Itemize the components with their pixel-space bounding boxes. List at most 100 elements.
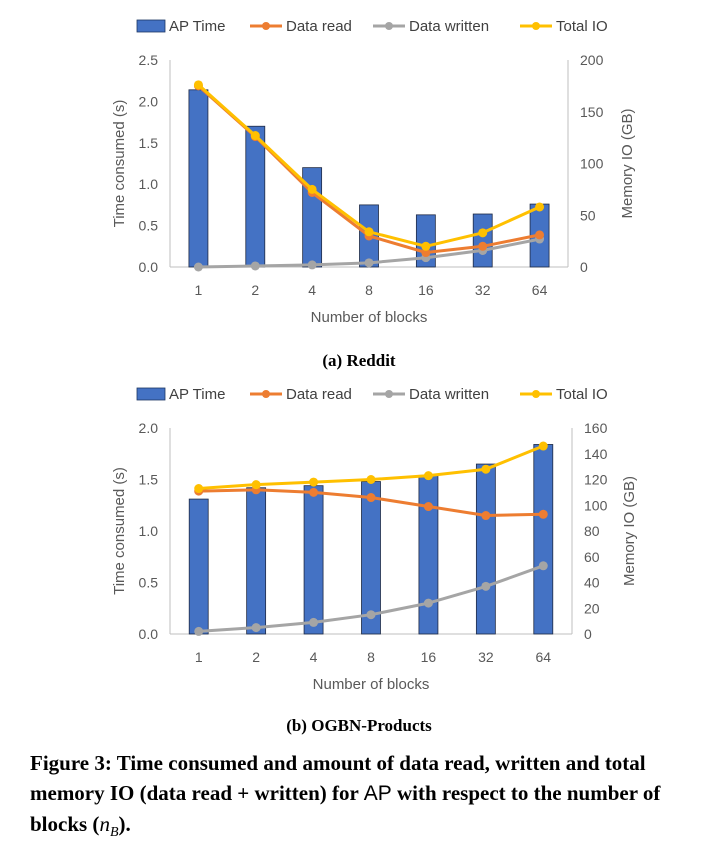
x-tick-label: 2 [252,649,260,665]
y2-tick-label: 0 [584,626,592,642]
point-data-read [423,502,433,512]
y2-axis-label: Memory IO (GB) [621,476,638,586]
y2-tick-label: 50 [580,207,596,223]
legend-marker-total-io [532,390,540,398]
point-total-io [421,241,431,251]
y-tick-label: 0.0 [139,259,159,275]
point-total-io [309,477,319,487]
legend-label-total-io: Total IO [556,18,608,35]
point-data-read [535,230,545,240]
caption-suffix: ). [118,812,131,836]
y2-tick-label: 40 [584,575,600,591]
bar-ap-time [418,474,439,635]
y2-tick-label: 200 [580,52,604,68]
point-data-written [193,262,203,272]
x-tick-label: 64 [532,282,548,298]
point-data-read [538,509,548,519]
point-total-io [194,484,204,494]
y2-tick-label: 140 [584,446,608,462]
x-axis-label: Number of blocks [313,676,430,693]
bar-ap-time [415,214,436,268]
bar-ap-time [188,498,209,635]
bar-ap-time [475,463,496,635]
point-data-written [194,626,204,636]
point-data-read [478,241,488,251]
point-total-io [251,480,261,490]
y-tick-label: 2.0 [139,93,159,109]
point-data-written [364,258,374,268]
x-tick-label: 1 [195,282,203,298]
x-tick-label: 2 [251,282,259,298]
subfigure-caption: (b) OGBN-Products [286,716,432,735]
bar-ap-time [246,487,267,635]
legend-label-data-written: Data written [409,386,489,403]
point-total-io [481,464,491,474]
point-total-io [478,228,488,238]
x-tick-label: 64 [535,649,551,665]
point-total-io [307,184,317,194]
point-total-io [423,471,433,481]
legend-label-data-read: Data read [286,386,352,403]
y-tick-label: 0.5 [139,575,159,591]
legend-marker-data-written [385,390,393,398]
x-tick-label: 32 [478,649,494,665]
point-data-written [309,617,319,627]
point-data-written [538,561,548,571]
x-tick-label: 1 [195,649,203,665]
point-data-written [250,261,260,271]
point-total-io [364,227,374,237]
legend-marker-total-io [532,22,540,30]
x-tick-label: 8 [367,649,375,665]
y-tick-label: 1.5 [139,135,159,151]
bar-ap-time [245,125,266,268]
legend-label-data-read: Data read [286,18,352,35]
x-tick-label: 16 [421,649,437,665]
legend-label-data-written: Data written [409,18,489,35]
x-tick-label: 32 [475,282,491,298]
figure-caption: Figure 3: Time consumed and amount of da… [30,748,710,848]
point-total-io [535,202,545,212]
point-data-read [421,248,431,258]
y2-tick-label: 60 [584,549,600,565]
point-data-written [481,581,491,591]
bar-ap-time [533,444,554,635]
point-total-io [366,475,376,484]
y-axis-label: Time consumed (s) [111,100,128,228]
point-data-read [366,493,376,503]
point-data-written [423,598,433,608]
caption-middle: with respect to the number of blocks ( [30,781,661,836]
legend-marker-data-read [262,390,270,398]
legend: AP Time Data read Data written Total IO [136,386,608,403]
chart-reddit: AP Time Data read Data written Total IO 0.0 0… [111,18,636,370]
y-tick-label: 1.0 [139,176,159,192]
caption-var-letter: n [99,812,110,836]
y-tick-label: 1.5 [139,472,159,488]
point-data-read [481,511,491,521]
caption-ap: AP [363,782,392,805]
bar-ap-time [303,485,324,635]
subfigure-caption: (a) Reddit [322,351,396,370]
y2-tick-label: 160 [584,420,608,436]
caption-prefix: Figure 3: Time consumed and amount of da… [30,751,646,805]
caption-var-sub: B [109,825,119,841]
chart-ogbn-products: AP Time Data read Data written Total IO 0.0 0… [111,386,638,735]
y2-tick-label: 80 [584,523,600,539]
legend-marker-data-read [262,22,270,30]
x-tick-label: 8 [365,282,373,298]
y-tick-label: 0.5 [139,218,159,234]
legend-label-ap-time: AP Time [169,18,225,35]
y2-tick-label: 0 [580,259,588,275]
legend-label-ap-time: AP Time [169,386,225,403]
y2-tick-label: 100 [584,497,608,513]
point-total-io [250,131,260,141]
y-tick-label: 0.0 [139,626,159,642]
point-data-written [366,610,376,620]
point-data-read [309,487,319,497]
y-axis-label: Time consumed (s) [111,467,128,595]
x-axis-label: Number of blocks [311,309,428,326]
x-tick-label: 4 [310,649,318,665]
legend-swatch-ap-time [136,387,166,401]
caption-var: nB [99,812,118,840]
y2-tick-label: 100 [580,156,604,172]
